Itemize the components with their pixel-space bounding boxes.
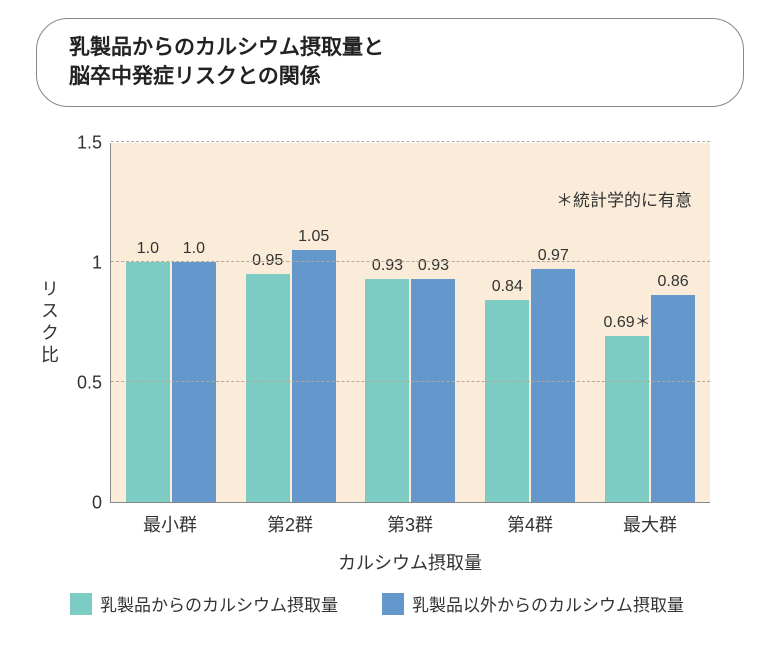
bar: 0.93 (365, 279, 409, 502)
legend-label: 乳製品からのカルシウム摂取量 (100, 596, 338, 615)
legend-label: 乳製品以外からのカルシウム摂取量 (412, 596, 684, 615)
y-axis-ticks: 00.511.5 (68, 143, 110, 503)
bar-value-label: 0.97 (538, 247, 569, 265)
title-line-1: 乳製品からのカルシウム摂取量と (69, 33, 711, 62)
plot-region: ＊統計学的に有意 1.01.00.951.050.930.930.840.970… (110, 143, 710, 503)
y-tick: 0 (92, 492, 102, 513)
gridline (111, 261, 710, 262)
bar: 1.0 (172, 262, 216, 502)
bar: 0.95 (246, 274, 290, 502)
bar: 1.0 (126, 262, 170, 502)
x-axis-categories: 最小群第2群第3群第4群最大群 (110, 511, 710, 537)
bar-value-label: 1.05 (298, 228, 329, 246)
x-category: 第3群 (350, 511, 470, 537)
bar-value-label: 0.93 (418, 257, 449, 275)
title-line-2: 脳卒中発症リスクとの関係 (69, 62, 711, 91)
bar-value-label: 0.69＊ (604, 308, 651, 332)
legend-swatch (70, 593, 92, 615)
legend: 乳製品からのカルシウム摂取量 乳製品以外からのカルシウム摂取量 (70, 591, 750, 616)
y-axis-label: リスク比 (36, 279, 62, 367)
chart-area: リスク比 00.511.5 ＊統計学的に有意 1.01.00.951.050.9… (30, 143, 750, 503)
bar: 1.05 (292, 250, 336, 502)
x-category: 第2群 (230, 511, 350, 537)
x-category: 第4群 (470, 511, 590, 537)
x-category: 最小群 (110, 511, 230, 537)
bar-group: 0.840.97 (470, 269, 590, 502)
legend-item: 乳製品からのカルシウム摂取量 (70, 591, 338, 616)
gridline (111, 381, 710, 382)
bar-group: 1.01.0 (111, 262, 231, 502)
x-category: 最大群 (590, 511, 710, 537)
bar-value-label: 0.86 (658, 273, 689, 291)
bars-container: 1.01.00.951.050.930.930.840.970.69＊0.86 (111, 143, 710, 502)
bar-value-label: 1.0 (137, 240, 159, 258)
bar-value-label: 1.0 (183, 240, 205, 258)
bar-group: 0.69＊0.86 (590, 295, 710, 501)
bar-value-label: 0.84 (492, 278, 523, 296)
y-tick: 1.5 (77, 132, 102, 153)
bar: 0.69＊ (605, 336, 649, 502)
gridline (111, 141, 710, 142)
bar: 0.93 (411, 279, 455, 502)
bar: 0.86 (651, 295, 695, 501)
legend-item: 乳製品以外からのカルシウム摂取量 (382, 591, 684, 616)
chart-title-box: 乳製品からのカルシウム摂取量と 脳卒中発症リスクとの関係 (36, 18, 744, 107)
y-axis-label-column: リスク比 (30, 143, 68, 503)
y-tick: 1 (92, 252, 102, 273)
x-axis-label: カルシウム摂取量 (110, 549, 710, 575)
bar-group: 0.951.05 (231, 250, 351, 502)
bar-group: 0.930.93 (351, 279, 471, 502)
legend-swatch (382, 593, 404, 615)
y-tick: 0.5 (77, 372, 102, 393)
bar-value-label: 0.93 (372, 257, 403, 275)
bar: 0.84 (485, 300, 529, 502)
bar: 0.97 (531, 269, 575, 502)
